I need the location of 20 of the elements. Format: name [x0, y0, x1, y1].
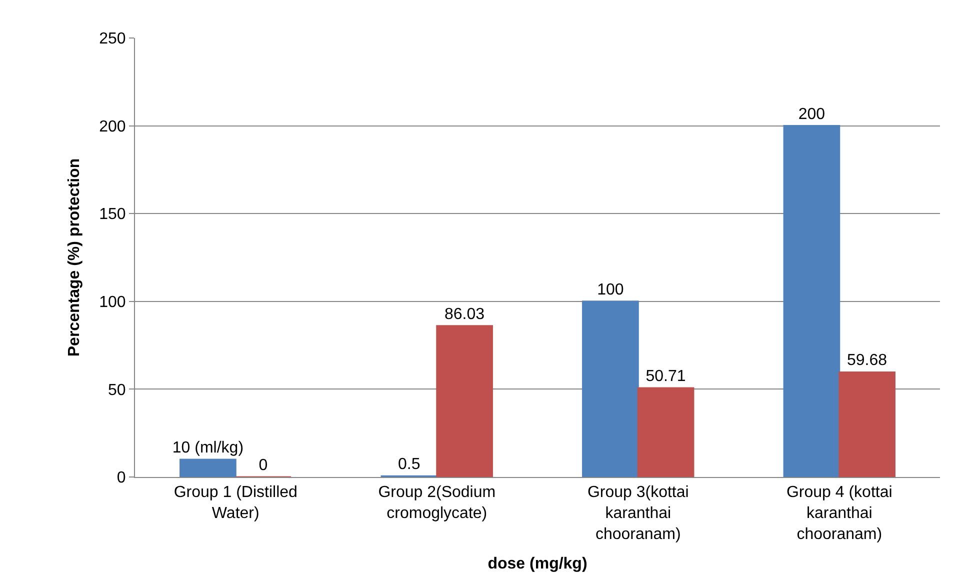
x-tick-label: Group 3(kottai karanthai chooranam)	[587, 484, 689, 543]
data-label: 10 (ml/kg)	[172, 439, 244, 456]
x-tick-label: Group 2(Sodium cromoglycate)	[378, 484, 496, 522]
data-label: 50.71	[646, 368, 686, 385]
x-tick-label: Group 1 (Distilled Water)	[174, 484, 298, 522]
data-label: 0	[258, 457, 268, 474]
data-label: 0.5	[398, 456, 420, 474]
y-tick-label: 100	[99, 294, 126, 311]
data-label: 86.03	[444, 306, 485, 323]
data-label: 200	[798, 106, 826, 123]
y-tick-label: 50	[108, 382, 126, 399]
y-tick-label: 150	[99, 206, 126, 224]
x-axis-title: dose (mg/kg)	[488, 556, 588, 572]
y-tick-label: 250	[99, 30, 126, 48]
y-tick-label: 200	[99, 118, 126, 136]
data-label: 100	[597, 281, 624, 298]
y-axis-title: Percentage (%) protection	[66, 158, 83, 357]
data-label: 59.68	[846, 352, 888, 370]
y-tick-label: 0	[116, 470, 126, 487]
x-tick-label: Group 4 (kottai karanthai chooranam)	[786, 484, 892, 543]
